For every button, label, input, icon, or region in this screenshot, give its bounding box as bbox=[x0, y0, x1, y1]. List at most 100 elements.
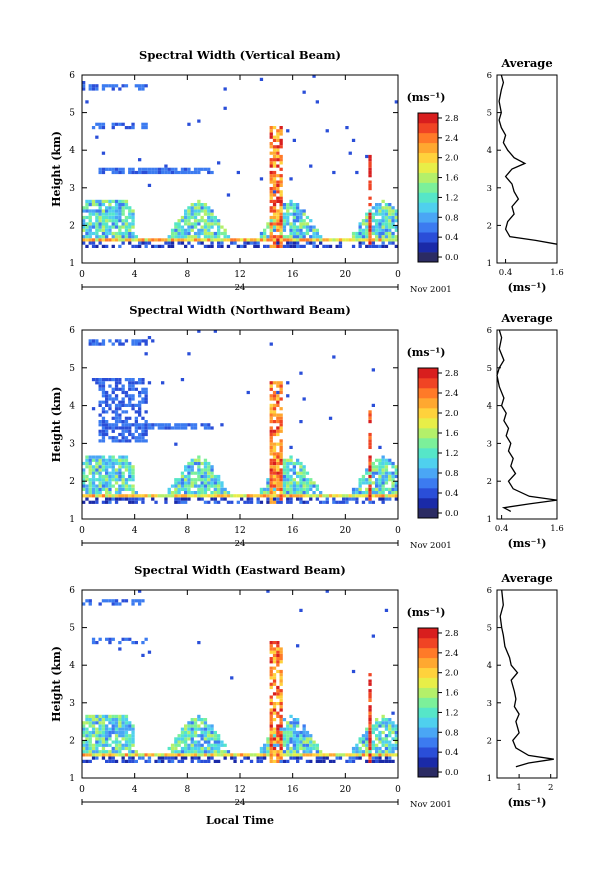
heatmap-cell bbox=[114, 737, 119, 741]
heatmap-cell bbox=[286, 241, 290, 245]
heatmap-cell bbox=[384, 228, 389, 232]
heatmap-cell bbox=[286, 212, 290, 216]
heatmap-cell bbox=[289, 458, 293, 462]
heatmap-cell bbox=[101, 407, 106, 411]
heatmap-cell bbox=[279, 497, 283, 501]
heatmap-cell bbox=[101, 494, 106, 498]
heatmap-cell bbox=[207, 465, 211, 469]
heatmap-cell bbox=[144, 122, 148, 126]
heatmap-cell bbox=[197, 238, 201, 242]
heatmap-cell bbox=[118, 484, 122, 488]
heatmap-cell bbox=[388, 471, 392, 475]
heatmap-cell bbox=[384, 734, 389, 738]
heatmap-cell bbox=[381, 455, 385, 459]
heatmap-cell bbox=[342, 238, 346, 242]
heatmap-cell bbox=[193, 203, 198, 207]
heatmap-cell bbox=[269, 142, 273, 146]
heatmap-cell bbox=[114, 203, 119, 207]
heatmap-cell bbox=[197, 478, 201, 482]
heatmap-cell bbox=[378, 222, 382, 226]
heatmap-cell bbox=[243, 241, 247, 245]
heatmap-cell bbox=[170, 746, 175, 751]
heatmap-cell bbox=[101, 721, 106, 725]
heatmap-cell bbox=[269, 413, 273, 417]
heatmap-cell bbox=[282, 759, 287, 763]
heatmap-cell bbox=[368, 756, 372, 760]
heatmap-cell bbox=[82, 734, 86, 738]
heatmap-cell bbox=[118, 439, 122, 443]
heatmap-cell bbox=[299, 222, 303, 226]
heatmap-cell bbox=[279, 734, 283, 738]
heatmap-cell bbox=[210, 481, 214, 485]
heatmap-cell bbox=[200, 737, 204, 741]
heatmap-cell bbox=[118, 432, 122, 437]
heatmap-cell bbox=[358, 494, 362, 498]
heatmap-cell bbox=[114, 494, 119, 498]
heatmap-cell bbox=[187, 746, 191, 751]
heatmap-cell bbox=[302, 212, 306, 216]
heatmap-cell bbox=[128, 500, 132, 504]
heatmap-cell bbox=[272, 390, 277, 395]
heatmap-cell bbox=[223, 491, 227, 495]
heatmap-cell bbox=[279, 455, 283, 459]
heatmap-cell bbox=[144, 390, 148, 395]
heatmap-cell bbox=[138, 170, 142, 175]
average-y-tick-label: 6 bbox=[487, 326, 492, 336]
heatmap-cell bbox=[121, 387, 125, 391]
heatmap-cell bbox=[269, 497, 273, 501]
heatmap-cell bbox=[114, 209, 119, 213]
heatmap-cell bbox=[282, 474, 287, 479]
heatmap-cell bbox=[114, 436, 119, 440]
heatmap-cell bbox=[272, 177, 277, 181]
colorbar-swatch bbox=[418, 122, 438, 134]
heatmap-cell bbox=[114, 381, 119, 385]
heatmap-cell bbox=[279, 442, 283, 446]
heatmap-cell bbox=[256, 497, 260, 501]
heatmap-cell bbox=[111, 602, 115, 606]
heatmap-cell bbox=[118, 465, 122, 469]
heatmap-cell bbox=[174, 228, 178, 232]
heatmap-cell bbox=[85, 718, 89, 722]
heatmap-cell bbox=[121, 342, 125, 346]
heatmap-cell bbox=[138, 753, 142, 757]
heatmap-cell bbox=[292, 737, 296, 741]
heatmap-cell bbox=[279, 231, 283, 236]
heatmap-cell bbox=[289, 474, 293, 479]
heatmap-cell bbox=[95, 235, 99, 239]
heatmap-cell bbox=[177, 231, 181, 236]
panel-2: Spectral Width (Northward Beam)123456Hei… bbox=[50, 303, 564, 551]
colorbar-tick-label: 2.0 bbox=[445, 409, 459, 419]
heatmap-cell bbox=[279, 241, 283, 245]
heatmap-cell bbox=[98, 212, 102, 216]
heatmap-cell bbox=[312, 743, 316, 747]
heatmap-cell bbox=[302, 484, 306, 488]
heatmap-cell bbox=[108, 167, 112, 171]
heatmap-cell bbox=[151, 238, 155, 242]
heatmap-cell bbox=[217, 487, 221, 491]
heatmap-cell bbox=[203, 491, 208, 495]
heatmap-cell bbox=[95, 718, 99, 722]
heatmap-cell bbox=[368, 494, 372, 498]
heatmap-cell bbox=[101, 500, 106, 504]
heatmap-cell bbox=[95, 455, 99, 459]
x-tick-label: 16 bbox=[287, 526, 299, 536]
heatmap-cell bbox=[388, 721, 392, 725]
heatmap-cell bbox=[111, 461, 115, 466]
heatmap-cell bbox=[276, 209, 280, 213]
heatmap-cell bbox=[174, 743, 178, 747]
heatmap-cell bbox=[217, 222, 221, 226]
heatmap-cell bbox=[190, 212, 194, 216]
heatmap-cell bbox=[276, 196, 280, 200]
heatmap-cell bbox=[187, 737, 191, 741]
heatmap-cell bbox=[101, 724, 106, 728]
heatmap-cell bbox=[170, 753, 175, 757]
heatmap-cell bbox=[111, 468, 115, 472]
heatmap-cell bbox=[207, 737, 211, 741]
heatmap-cell bbox=[269, 494, 273, 498]
heatmap-cell bbox=[365, 231, 369, 236]
heatmap-cell bbox=[85, 487, 89, 491]
heatmap-cell bbox=[95, 487, 99, 491]
heatmap-cell bbox=[299, 497, 303, 501]
heatmap-cell bbox=[338, 500, 343, 504]
heatmap-cell bbox=[114, 753, 119, 757]
